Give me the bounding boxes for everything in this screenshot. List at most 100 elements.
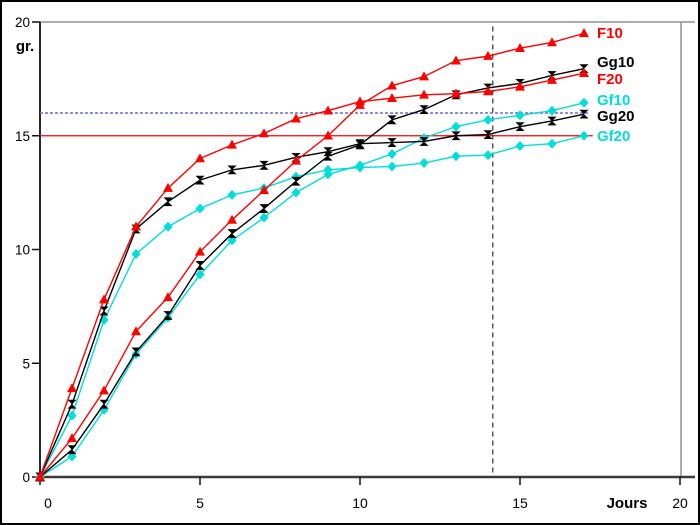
series-label-Gf20: Gf20	[597, 128, 630, 145]
series-F20-marker	[483, 86, 493, 96]
series-Gf20-line	[39, 135, 585, 478]
series-label-F10: F10	[597, 25, 623, 42]
series-Gf10-marker	[451, 121, 461, 132]
series-Gg20-marker	[67, 399, 77, 409]
series-Gg10-marker	[387, 115, 397, 125]
series-Gf20-marker	[515, 140, 525, 151]
series-F20-marker	[419, 89, 429, 99]
x-tick-label: 5	[196, 495, 204, 511]
x-tick-label: 10	[352, 495, 368, 511]
series-Gf10-marker	[291, 187, 301, 198]
series-F10-markers	[35, 28, 589, 481]
series-F20-marker	[547, 74, 557, 84]
series-label-F20: F20	[597, 71, 623, 88]
series-F20-line	[39, 72, 585, 478]
series-Gg10-marker	[419, 105, 429, 114]
series-Gf20-marker	[451, 151, 461, 162]
series-Gg20-marker	[323, 147, 333, 157]
series-Gg10-marker	[355, 140, 365, 150]
series-Gg10-marker	[163, 311, 173, 320]
series-F20-marker	[259, 128, 269, 138]
series-F10-marker	[355, 99, 365, 109]
series-Gg20-marker	[195, 175, 205, 185]
series-Gf10-marker	[323, 169, 333, 180]
series-Gg20-marker	[227, 165, 237, 175]
series-Gg20-marker	[99, 306, 109, 316]
series-F10-line	[39, 32, 585, 478]
series-Gg20-marker	[483, 130, 493, 140]
y-tick-label: 10	[15, 243, 30, 258]
series-Gg10-marker	[67, 445, 77, 455]
x-tick-label: 15	[512, 495, 528, 511]
series-Gg20-marker	[515, 122, 525, 132]
series-Gg20-marker	[451, 131, 461, 141]
series-F10-marker	[323, 130, 333, 140]
y-tick-label: 15	[15, 129, 30, 144]
series-F20-marker	[451, 88, 461, 98]
series-Gf10-line	[39, 102, 585, 478]
series-Gg20-markers	[35, 109, 589, 482]
series-F20-marker	[515, 81, 525, 91]
series-F20-marker	[163, 182, 173, 192]
series-F10-marker	[67, 433, 77, 443]
series-F10-marker	[195, 246, 205, 256]
series-F20-marker	[291, 113, 301, 123]
series-Gf10-marker	[547, 105, 557, 116]
series-label-Gf10: Gf10	[597, 92, 630, 109]
series-F10-marker	[131, 326, 141, 336]
series-Gf10-marker	[483, 114, 493, 125]
series-Gg10-line	[39, 67, 585, 478]
series-Gf20-marker	[227, 189, 237, 200]
series-F10-marker	[451, 55, 461, 65]
series-Gg20-line	[39, 113, 585, 478]
series-F20-marker	[387, 93, 397, 103]
x-tick-label: 20	[672, 495, 688, 511]
series-Gg20-marker	[387, 138, 397, 147]
series-F20-marker	[579, 67, 589, 77]
series-F10-marker	[515, 42, 525, 52]
series-Gg10-marker	[323, 151, 333, 161]
y-tick-label: 0	[22, 470, 30, 485]
series-Gg20-marker	[163, 197, 173, 207]
series-Gg20-marker	[419, 137, 429, 146]
series-Gg10-marker	[227, 229, 237, 238]
series-Gf10-marker	[515, 110, 525, 121]
series-Gf10-marker	[355, 160, 365, 171]
series-Gf20-marker	[291, 171, 301, 182]
series-Gg10-marker	[195, 261, 205, 270]
series-F10-marker	[579, 28, 589, 38]
series-F10-marker	[227, 214, 237, 224]
series-Gf20-marker	[163, 221, 173, 232]
series-Gg10-marker	[99, 399, 109, 409]
x-tick-label: 0	[44, 495, 52, 511]
series-Gf20-marker	[195, 203, 205, 214]
series-F20-marker	[227, 139, 237, 149]
series-F10-marker	[387, 80, 397, 90]
series-Gf10-marker	[259, 212, 269, 223]
series-F20-marker	[195, 153, 205, 163]
series-Gf20-marker	[387, 161, 397, 172]
series-F20-marker	[323, 105, 333, 115]
series-Gf10-marker	[579, 97, 589, 108]
series-F10-marker	[547, 37, 557, 47]
series-Gg10-marker	[259, 204, 269, 213]
series-F10-marker	[35, 471, 45, 481]
series-Gf10-marker	[387, 148, 397, 159]
series-Gf20-marker	[419, 158, 429, 169]
series-F20-marker	[99, 294, 109, 304]
y-tick-label: 20	[15, 15, 30, 30]
series-F20-marker	[67, 383, 77, 393]
series-Gf10-marker	[195, 269, 205, 280]
series-label-Gg10: Gg10	[597, 54, 635, 71]
series-Gf20-marker	[131, 249, 141, 260]
series-Gf20-marker	[547, 138, 557, 149]
series-Gg20-marker	[547, 116, 557, 126]
series-Gg20-marker	[579, 109, 589, 119]
y-tick-label: 5	[22, 356, 30, 371]
x-axis-title: Jours	[607, 495, 648, 512]
series-Gf20-marker	[579, 130, 589, 141]
y-axis-title: gr.	[16, 38, 34, 55]
